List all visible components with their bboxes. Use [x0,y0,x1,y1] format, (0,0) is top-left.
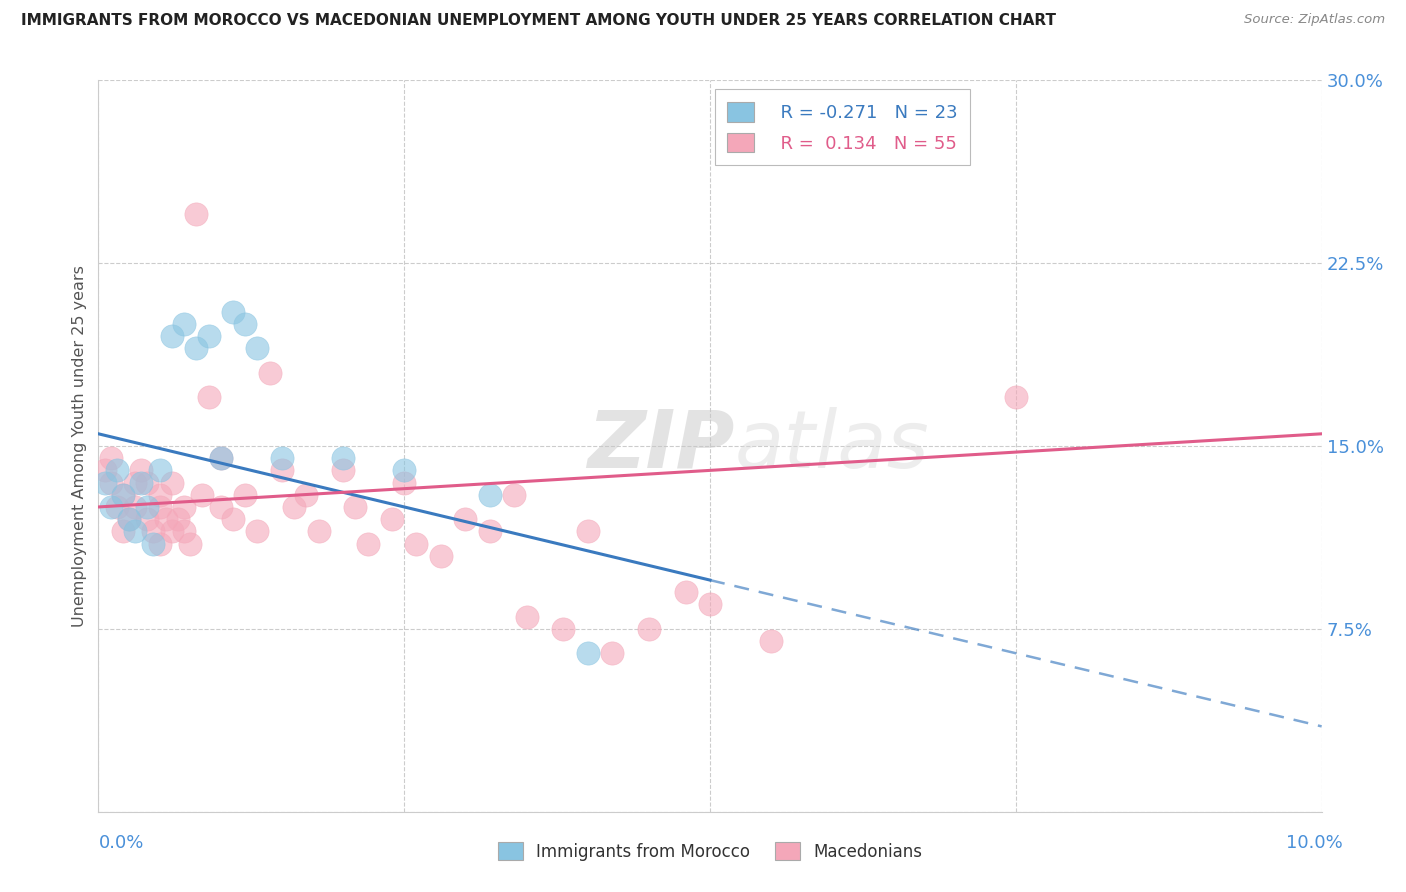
Point [111,488,134,502]
Point [124,500,146,514]
Point [553,622,575,636]
Legend: Immigrants from Morocco, Macedonians: Immigrants from Morocco, Macedonians [489,834,931,869]
Point [381,512,404,526]
Point [111,524,134,539]
Text: Source: ZipAtlas.com: Source: ZipAtlas.com [1244,13,1385,27]
Point [186,207,208,221]
Y-axis label: Unemployment Among Youth under 25 years: Unemployment Among Youth under 25 years [72,265,87,627]
Point [173,317,195,331]
Point [173,500,195,514]
Point [136,500,159,514]
Point [516,609,538,624]
Point [100,500,122,514]
Point [197,329,219,343]
Point [191,488,214,502]
Point [124,524,146,539]
Point [209,451,232,466]
Point [136,475,159,490]
Point [1004,390,1026,404]
Point [142,524,165,539]
Point [136,512,159,526]
Point [356,536,378,550]
Point [233,488,256,502]
Point [308,524,330,539]
Point [576,524,599,539]
Point [93,475,115,490]
Point [129,475,152,490]
Point [100,451,122,466]
Point [270,463,294,477]
Point [222,305,245,319]
Point [332,463,354,477]
Point [124,475,146,490]
Text: IMMIGRANTS FROM MOROCCO VS MACEDONIAN UNEMPLOYMENT AMONG YOUTH UNDER 25 YEARS CO: IMMIGRANTS FROM MOROCCO VS MACEDONIAN UN… [21,13,1056,29]
Point [118,512,141,526]
Point [111,488,134,502]
Text: atlas: atlas [734,407,929,485]
Point [478,488,501,502]
Point [222,512,245,526]
Point [503,488,526,502]
Point [392,475,416,490]
Point [142,536,165,550]
Point [233,317,256,331]
Point [149,536,172,550]
Point [430,549,453,563]
Point [675,585,697,599]
Point [105,463,128,477]
Point [179,536,201,550]
Text: 0.0%: 0.0% [98,834,143,852]
Point [344,500,367,514]
Point [283,500,305,514]
Point [392,463,416,477]
Point [699,598,721,612]
Text: ZIP: ZIP [588,407,734,485]
Point [246,342,269,356]
Point [118,512,141,526]
Point [454,512,477,526]
Point [129,463,152,477]
Point [105,500,128,514]
Point [155,512,177,526]
Text: 10.0%: 10.0% [1286,834,1343,852]
Point [209,500,232,514]
Point [600,646,623,660]
Point [270,451,294,466]
Point [405,536,427,550]
Point [100,475,122,490]
Point [167,512,190,526]
Point [761,634,783,648]
Point [173,524,195,539]
Point [478,524,501,539]
Point [332,451,354,466]
Point [186,342,208,356]
Point [160,475,183,490]
Point [209,451,232,466]
Point [576,646,599,660]
Point [637,622,661,636]
Point [295,488,318,502]
Point [93,463,115,477]
Point [259,366,281,380]
Point [149,463,172,477]
Point [160,329,183,343]
Point [246,524,269,539]
Point [160,524,183,539]
Point [197,390,219,404]
Point [149,488,172,502]
Point [149,500,172,514]
